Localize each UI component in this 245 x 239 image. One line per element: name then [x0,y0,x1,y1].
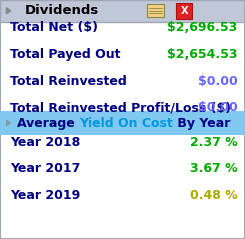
Text: $0.00: $0.00 [198,75,238,87]
Text: $2,696.53: $2,696.53 [167,21,238,34]
FancyBboxPatch shape [0,111,245,135]
Text: 3.67 %: 3.67 % [190,163,238,175]
Polygon shape [6,8,11,14]
Text: Total Payed Out: Total Payed Out [10,48,120,61]
Text: Total Reinvested: Total Reinvested [10,75,127,87]
Text: Total Net ($): Total Net ($) [10,21,98,34]
FancyBboxPatch shape [147,4,164,17]
Text: $0.00: $0.00 [198,101,238,114]
Text: Total Reinvested Profit/Loss ($): Total Reinvested Profit/Loss ($) [10,101,231,114]
Text: Year 2018: Year 2018 [10,136,80,149]
Text: 0.48 %: 0.48 % [190,189,238,202]
FancyBboxPatch shape [0,0,245,22]
Text: Dividends: Dividends [24,4,99,17]
Polygon shape [7,120,11,126]
Text: By Year: By Year [173,117,230,130]
Text: Year 2017: Year 2017 [10,163,80,175]
Text: 2.37 %: 2.37 % [190,136,238,149]
FancyBboxPatch shape [176,3,192,19]
Text: X: X [181,6,188,16]
Text: Average: Average [17,117,79,130]
Text: Year 2019: Year 2019 [10,189,80,202]
Text: $2,654.53: $2,654.53 [167,48,238,61]
Text: Yield On Cost: Yield On Cost [79,117,173,130]
